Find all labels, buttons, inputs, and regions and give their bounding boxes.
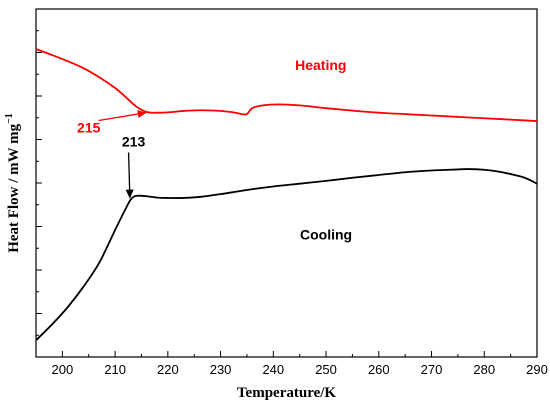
x-tick-label: 220 xyxy=(157,362,179,377)
annotation-215: 215 xyxy=(77,120,101,136)
x-tick-label: 290 xyxy=(526,362,548,377)
annotation-arrow-215 xyxy=(98,110,147,122)
x-tick-label: 260 xyxy=(368,362,390,377)
series-layer xyxy=(35,48,538,341)
annotation-cooling: Cooling xyxy=(300,226,352,242)
x-tick-label: 200 xyxy=(52,362,74,377)
x-tick-label: 210 xyxy=(104,362,126,377)
series-line-cooling xyxy=(35,168,538,341)
annotation-arrow-213 xyxy=(125,152,134,199)
series-line-heating xyxy=(35,48,538,122)
x-tick-label: 240 xyxy=(262,362,284,377)
x-tick-label: 230 xyxy=(210,362,232,377)
y-axis-title: Heat Flow / mW mg−1 xyxy=(4,113,22,253)
y-axis-title-sup: −1 xyxy=(4,113,15,124)
annotation-heating: Heating xyxy=(295,57,346,73)
y-axis-title-main: Heat Flow / mW mg xyxy=(6,123,22,252)
y-ticks xyxy=(36,8,42,358)
x-axis-ticks: 200 210 220 230 240 250 260 270 280 290 xyxy=(35,351,548,377)
x-tick-label: 280 xyxy=(473,362,495,377)
annotation-213: 213 xyxy=(122,133,146,149)
x-axis-title: Temperature/K xyxy=(237,385,336,401)
plot-frame xyxy=(35,8,538,358)
x-tick-label: 270 xyxy=(421,362,443,377)
x-tick-label: 250 xyxy=(315,362,337,377)
annotations-layer: Heating 215 213 Cooling xyxy=(77,57,352,242)
